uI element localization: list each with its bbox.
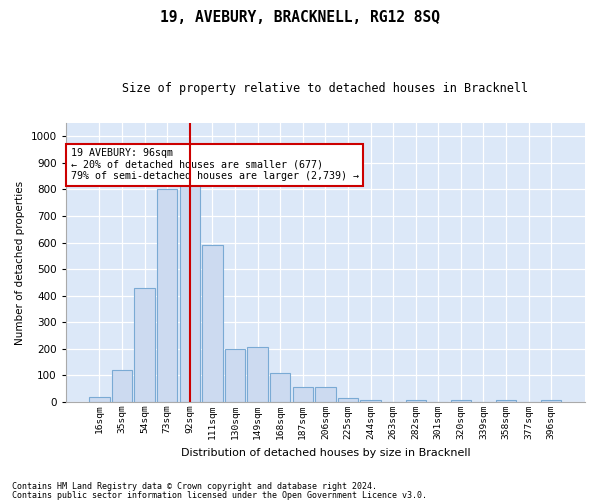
Bar [134,288,155,402]
Bar [338,398,358,402]
X-axis label: Distribution of detached houses by size in Bracknell: Distribution of detached houses by size … [181,448,470,458]
Bar [406,400,426,402]
Bar [225,349,245,402]
Bar [293,388,313,402]
Title: Size of property relative to detached houses in Bracknell: Size of property relative to detached ho… [122,82,529,96]
Bar [496,400,516,402]
Bar [89,397,110,402]
Bar [270,372,290,402]
Bar [112,370,132,402]
Text: Contains HM Land Registry data © Crown copyright and database right 2024.: Contains HM Land Registry data © Crown c… [12,482,377,491]
Text: 19, AVEBURY, BRACKNELL, RG12 8SQ: 19, AVEBURY, BRACKNELL, RG12 8SQ [160,10,440,25]
Y-axis label: Number of detached properties: Number of detached properties [15,180,25,344]
Bar [247,348,268,402]
Text: Contains public sector information licensed under the Open Government Licence v3: Contains public sector information licen… [12,490,427,500]
Text: 19 AVEBURY: 96sqm
← 20% of detached houses are smaller (677)
79% of semi-detache: 19 AVEBURY: 96sqm ← 20% of detached hous… [71,148,359,182]
Bar [361,400,380,402]
Bar [451,400,471,402]
Bar [157,190,178,402]
Bar [202,245,223,402]
Bar [179,184,200,402]
Bar [541,400,562,402]
Bar [315,388,335,402]
